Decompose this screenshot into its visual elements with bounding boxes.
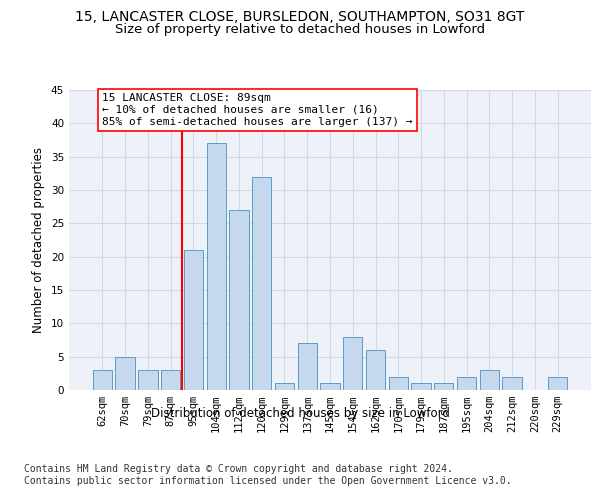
Text: Size of property relative to detached houses in Lowford: Size of property relative to detached ho…	[115, 22, 485, 36]
Bar	[343, 336, 362, 390]
Bar	[389, 376, 408, 390]
Bar	[252, 176, 271, 390]
Text: 15 LANCASTER CLOSE: 89sqm
← 10% of detached houses are smaller (16)
85% of semi-: 15 LANCASTER CLOSE: 89sqm ← 10% of detac…	[103, 94, 413, 126]
Bar	[184, 250, 203, 390]
Y-axis label: Number of detached properties: Number of detached properties	[32, 147, 46, 333]
Bar	[502, 376, 522, 390]
Bar	[93, 370, 112, 390]
Bar	[366, 350, 385, 390]
Bar	[206, 144, 226, 390]
Bar	[138, 370, 158, 390]
Bar	[298, 344, 317, 390]
Bar	[479, 370, 499, 390]
Text: Contains HM Land Registry data © Crown copyright and database right 2024.: Contains HM Land Registry data © Crown c…	[24, 464, 453, 474]
Bar	[457, 376, 476, 390]
Text: Distribution of detached houses by size in Lowford: Distribution of detached houses by size …	[151, 408, 449, 420]
Bar	[434, 384, 454, 390]
Bar	[320, 384, 340, 390]
Bar	[229, 210, 248, 390]
Bar	[161, 370, 181, 390]
Bar	[548, 376, 567, 390]
Bar	[275, 384, 294, 390]
Bar	[412, 384, 431, 390]
Bar	[115, 356, 135, 390]
Text: Contains public sector information licensed under the Open Government Licence v3: Contains public sector information licen…	[24, 476, 512, 486]
Text: 15, LANCASTER CLOSE, BURSLEDON, SOUTHAMPTON, SO31 8GT: 15, LANCASTER CLOSE, BURSLEDON, SOUTHAMP…	[76, 10, 524, 24]
